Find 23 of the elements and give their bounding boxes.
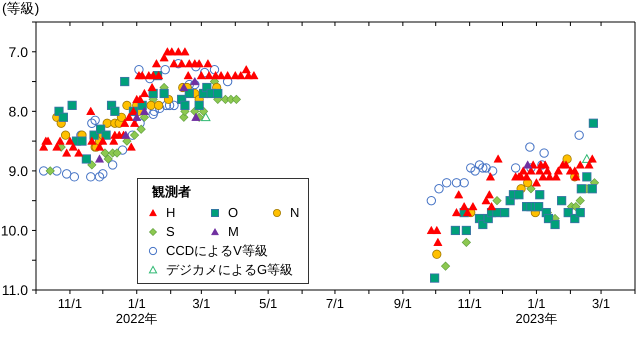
legend-label: M [228, 224, 239, 239]
legend-label: O [228, 205, 238, 220]
x-tick-label: 9/1 [394, 296, 412, 311]
x-tick-label: 5/1 [259, 296, 278, 311]
x-tick-label: 7/1 [326, 296, 344, 311]
y-tick-label: 11.0 [2, 282, 28, 298]
legend-title: 観測者 [151, 183, 192, 201]
legend-label: S [166, 224, 175, 239]
x-tick-label: 3/1 [192, 296, 210, 311]
legend-label: N [290, 205, 300, 220]
y-tick-label: 10.0 [0, 222, 28, 238]
legend-label: CCDによるV等級 [166, 242, 268, 260]
x-tick-label: 1/1 2022年 [116, 296, 158, 326]
y-tick-label: 8.0 [8, 103, 28, 120]
y-axis-title: (等級) [2, 0, 40, 18]
x-tick-label: 1/1 2023年 [515, 296, 558, 326]
legend-label: デジカメによるG等級 [166, 260, 294, 278]
x-tick-label: 11/1 [58, 296, 82, 311]
x-tick-label: 3/1 [592, 296, 610, 311]
y-tick-label: 7.0 [8, 44, 28, 60]
legend-label: H [166, 205, 176, 220]
y-tick-label: 9.0 [8, 162, 28, 179]
x-tick-label: 11/1 [457, 296, 482, 311]
